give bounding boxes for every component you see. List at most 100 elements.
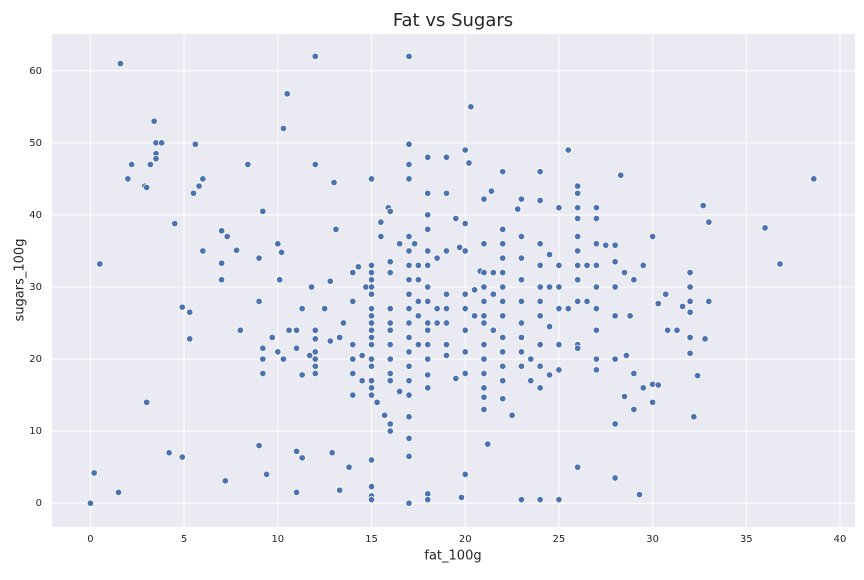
point — [536, 168, 544, 176]
point — [461, 247, 469, 255]
point — [555, 305, 563, 313]
point — [489, 290, 497, 298]
point — [405, 290, 413, 298]
point — [622, 351, 630, 360]
point — [480, 283, 488, 291]
point — [639, 384, 647, 392]
point — [358, 377, 366, 385]
point — [611, 258, 619, 266]
point — [386, 305, 394, 313]
point — [545, 323, 554, 331]
point — [480, 312, 488, 320]
point — [311, 160, 319, 169]
x-tick-label: 35 — [740, 534, 753, 545]
point — [244, 160, 252, 169]
point — [517, 362, 525, 370]
point — [278, 248, 286, 256]
point — [414, 261, 422, 269]
point — [396, 387, 404, 396]
point — [694, 372, 702, 380]
x-tick-label: 15 — [365, 534, 378, 545]
point — [592, 355, 600, 363]
point — [649, 232, 657, 241]
point — [405, 261, 413, 269]
point — [611, 283, 619, 291]
point — [268, 333, 276, 341]
point — [336, 486, 344, 494]
point — [293, 447, 301, 455]
point — [424, 371, 432, 379]
point — [555, 366, 563, 374]
point — [386, 355, 394, 363]
point — [499, 283, 507, 291]
point — [367, 283, 376, 291]
point — [452, 374, 460, 383]
point — [442, 305, 451, 313]
point — [480, 297, 488, 305]
point — [367, 377, 376, 385]
point — [330, 178, 338, 187]
point — [405, 319, 413, 327]
point — [592, 366, 600, 374]
point — [517, 348, 525, 356]
point — [328, 449, 336, 457]
point — [555, 341, 563, 349]
point — [143, 183, 151, 192]
point — [574, 232, 582, 241]
point — [611, 241, 619, 249]
point — [536, 341, 544, 349]
point — [480, 341, 488, 349]
point — [293, 326, 301, 334]
point — [630, 405, 638, 414]
x-tick-label: 40 — [834, 534, 847, 545]
point — [311, 369, 319, 378]
point — [465, 159, 473, 167]
point — [489, 269, 497, 277]
point — [592, 326, 600, 334]
point — [218, 227, 226, 235]
point — [114, 488, 123, 496]
point — [686, 269, 694, 277]
point — [411, 240, 419, 248]
point — [649, 398, 657, 406]
point — [199, 175, 207, 183]
point — [574, 189, 582, 197]
point — [124, 175, 132, 183]
point — [461, 220, 469, 228]
y-tick-label: 10 — [29, 426, 42, 437]
point — [424, 247, 432, 255]
point — [386, 269, 394, 277]
point — [367, 483, 376, 491]
point — [96, 260, 104, 268]
point — [405, 377, 413, 385]
point — [536, 362, 544, 370]
point — [701, 335, 709, 343]
point — [386, 420, 394, 428]
point — [635, 491, 644, 499]
point — [611, 312, 619, 320]
point — [517, 254, 525, 262]
point — [555, 283, 563, 291]
point — [508, 411, 516, 419]
point — [311, 335, 319, 343]
point — [367, 341, 376, 349]
point — [592, 261, 600, 269]
y-tick-label: 30 — [29, 282, 42, 293]
point — [218, 259, 226, 267]
x-tick-label: 25 — [553, 534, 566, 545]
point — [367, 175, 376, 183]
x-axis-label: fat_100g — [424, 549, 481, 564]
point — [283, 90, 291, 98]
point — [339, 319, 347, 327]
point — [705, 297, 713, 305]
point — [326, 337, 334, 345]
point — [386, 326, 394, 334]
point — [461, 326, 469, 334]
point — [367, 456, 376, 464]
point — [630, 369, 638, 378]
point — [311, 362, 319, 370]
point — [484, 440, 492, 448]
point — [349, 391, 357, 399]
point — [146, 160, 154, 169]
point — [456, 243, 464, 251]
